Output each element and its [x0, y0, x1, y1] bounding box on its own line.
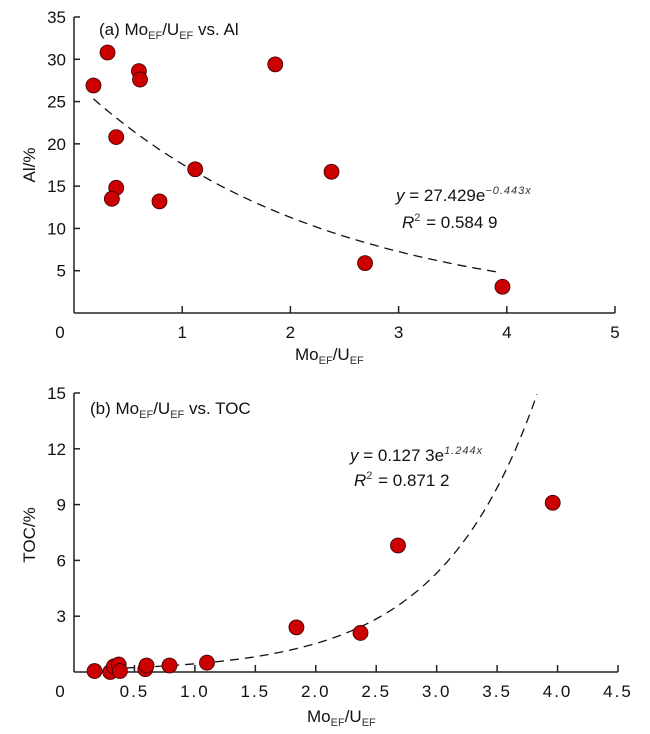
panel-a-data-point — [132, 71, 148, 88]
panel-b-fit-curve — [110, 394, 538, 670]
panel-b-data-point — [138, 657, 155, 674]
panel-b-x-tick-label: 2.0 — [301, 682, 331, 701]
panel-a-y-tick-label: 15 — [47, 177, 66, 196]
panel-b-data-point — [544, 494, 561, 511]
panel-b-x-tick-label: 3.5 — [482, 682, 512, 701]
panel-a-data-point — [103, 190, 120, 207]
panel-b-y-tick-label: 12 — [47, 440, 66, 459]
panel-a-y-tick-label: 5 — [57, 262, 66, 281]
panel-b-data-point — [199, 654, 215, 671]
panel-b-y-axis-title: TOC/% — [20, 507, 39, 562]
panel-a-x-tick-label: 5 — [610, 323, 619, 342]
panel-a-trendline — [93, 98, 499, 273]
panel-b-x-tick-label: 0 — [55, 682, 64, 701]
panel-b-x-tick-label: 2.5 — [361, 682, 391, 701]
panel-b-chart: 3 6 9 12 15 0 0.5 1.0 1.5 2.0 2.5 3.0 3.5 4.0 4.5 (b) … — [20, 384, 633, 729]
panel-a-equation: y = 27.429e−0.443x — [395, 185, 532, 205]
panel-a-data-point — [494, 278, 511, 295]
panel-b-data-point — [390, 537, 406, 554]
panel-b-data-point — [161, 657, 178, 674]
panel-b-points — [86, 494, 561, 680]
panel-b-y-tick-label: 9 — [57, 496, 66, 515]
panel-a-y-tick-label: 20 — [47, 135, 66, 154]
panel-a-y-tick-label: 10 — [47, 219, 66, 238]
panel-b-equation: y = 0.127 3e1.244x — [349, 445, 483, 465]
panel-a-fit-curve — [93, 98, 499, 273]
panel-b-x-axis-title: MoEF/UEF — [307, 707, 376, 729]
panel-b-x-tick-label: 4.0 — [543, 682, 573, 701]
panel-b-trendline — [110, 394, 538, 670]
panel-a-y-tick-label: 25 — [47, 93, 66, 112]
panel-b-r-squared: R2 = 0.871 2 — [354, 470, 450, 490]
panel-b-x-tick-label: 1.0 — [180, 682, 210, 701]
panel-a-y-tick-label: 35 — [47, 8, 66, 27]
panel-b-title: (b) MoEF/UEF vs. TOC — [90, 399, 251, 421]
panel-b-y-tick-label: 3 — [57, 607, 66, 626]
panel-b-y-tick-label: 6 — [57, 551, 66, 570]
panel-a-data-point — [267, 56, 284, 73]
panel-b-y-tick-label: 15 — [47, 384, 66, 403]
panel-b-x-tick-label: 0.5 — [120, 682, 150, 701]
panel-b-x-tick-label: 3.0 — [422, 682, 452, 701]
panel-b-axes: 3 6 9 12 15 0 0.5 1.0 1.5 2.0 2.5 3.0 3.5 4.0 4.5 — [47, 384, 633, 701]
panel-a-points — [85, 44, 511, 295]
panel-a-data-point — [85, 77, 102, 94]
panel-a-y-tick-label: 30 — [47, 50, 66, 69]
panel-b-data-point — [352, 625, 369, 641]
panel-a-axes: 5 10 15 20 25 30 35 0 1 2 3 4 5 — [47, 8, 620, 342]
panel-a-y-axis-title: Al/% — [20, 148, 39, 183]
panel-b-data-point — [86, 663, 103, 679]
panel-a-data-point — [323, 163, 340, 180]
panel-b-data-point — [112, 663, 128, 679]
panel-b-x-tick-label: 4.5 — [603, 682, 633, 701]
panel-a-data-point — [108, 129, 125, 145]
panel-a-title: (a) MoEF/UEF vs. Al — [99, 20, 239, 42]
panel-a-data-point — [357, 255, 373, 272]
panel-a-x-tick-label: 2 — [286, 323, 295, 342]
panel-a-data-point — [99, 44, 116, 61]
panel-a-x-tick-label: 3 — [394, 323, 403, 342]
panel-a-r-squared: R2 = 0.584 9 — [402, 212, 498, 232]
panel-a-x-tick-label: 4 — [502, 323, 511, 342]
panel-a-data-point — [187, 161, 204, 178]
panel-a-x-tick-label: 1 — [177, 323, 186, 342]
panel-b-x-tick-label: 1.5 — [241, 682, 271, 701]
panel-b-data-point — [288, 619, 305, 636]
panel-a-x-tick-label: 0 — [55, 323, 64, 342]
panel-a-x-axis-title: MoEF/UEF — [295, 345, 364, 367]
panel-a-data-point — [151, 193, 168, 210]
